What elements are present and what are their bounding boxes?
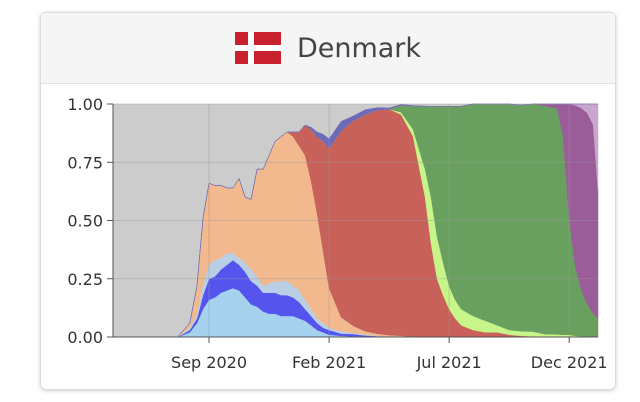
x-tick-label: Feb 2021	[292, 353, 366, 372]
x-tick-label: Sep 2020	[171, 353, 247, 372]
x-tick-label: Jul 2021	[416, 353, 482, 372]
denmark-flag-icon	[234, 32, 281, 64]
y-tick-label: 0.50	[67, 212, 103, 231]
y-tick-label: 0.25	[67, 270, 103, 289]
x-tick-label: Dec 2021	[531, 353, 608, 372]
y-tick-label: 1.00	[67, 95, 103, 114]
country-card: Denmark 0.00 0.25 0.50 0.75 1.00 Sep 2020 Feb …	[40, 12, 616, 390]
card-header: Denmark	[41, 13, 615, 84]
stacked-area-chart: 0.00 0.25 0.50 0.75 1.00 Sep 2020 Feb 2021 Jul …	[67, 95, 608, 372]
page-title: Denmark	[296, 32, 422, 64]
y-tick-label: 0.00	[67, 328, 103, 347]
chart-container: 0.00 0.25 0.50 0.75 1.00 Sep 2020 Feb 2021 Jul …	[41, 84, 615, 389]
y-tick-label: 0.75	[67, 153, 103, 172]
area-series-10	[177, 103, 598, 338]
